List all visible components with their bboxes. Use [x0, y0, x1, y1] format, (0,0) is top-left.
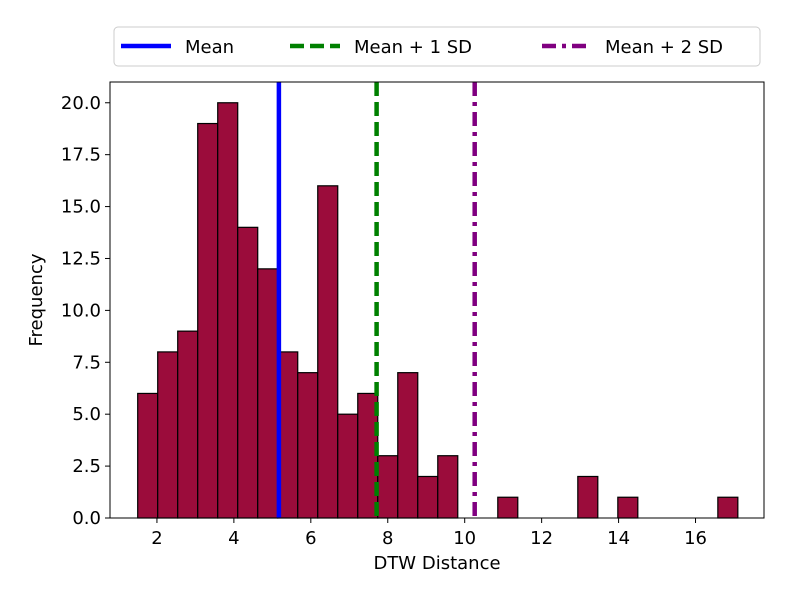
reference-lines-group: [276, 82, 477, 518]
histogram-bar: [437, 455, 459, 519]
x-tick-label: 2: [151, 528, 162, 549]
histogram-bar: [177, 330, 199, 519]
histogram-bar: [237, 226, 259, 519]
legend-label: Mean + 2 SD: [605, 37, 723, 58]
x-tick-label: 8: [382, 528, 393, 549]
x-tick-label: 14: [607, 528, 630, 549]
x-tick-label: 6: [305, 528, 316, 549]
histogram-bar: [137, 392, 159, 519]
histogram-bar: [257, 268, 279, 519]
x-tick-label: 10: [453, 528, 476, 549]
histogram-bar: [497, 496, 519, 519]
y-tick-label: 17.5: [61, 145, 101, 166]
y-tick-label: 2.5: [72, 456, 101, 477]
histogram-bar: [717, 496, 739, 519]
y-tick-label: 15.0: [61, 197, 101, 218]
x-tick-label: 12: [530, 528, 553, 549]
histogram-bar: [417, 475, 439, 519]
histogram-bar: [617, 496, 639, 519]
y-tick-label: 20.0: [61, 93, 101, 114]
legend-label: Mean: [185, 37, 234, 58]
y-tick-label: 10.0: [61, 300, 101, 321]
y-axis-label: Frequency: [26, 253, 47, 346]
histogram-bar: [577, 475, 599, 519]
histogram-bar: [197, 122, 219, 519]
histogram-bar: [217, 102, 239, 519]
histogram-bar: [337, 413, 359, 519]
x-axis-label: DTW Distance: [373, 553, 500, 574]
legend-label: Mean + 1 SD: [354, 37, 472, 58]
histogram-bar: [397, 372, 419, 519]
y-tick-label: 12.5: [61, 248, 101, 269]
x-tick-label: 16: [684, 528, 707, 549]
legend-box: [113, 26, 761, 67]
legend: Mean Mean + 1 SD Mean + 2 SD: [113, 26, 761, 67]
bars-group: [137, 102, 739, 519]
plot-frame: [109, 81, 765, 519]
y-axis-ticks: 0.0 2.5 5.0 7.5 10.0 12.5 15.0 17.5 20.0: [61, 93, 110, 529]
histogram-bar: [377, 455, 399, 519]
x-tick-label: 4: [228, 528, 239, 549]
x-axis-ticks: 2 4 6 8 10 12 14 16: [151, 518, 707, 549]
y-tick-label: 5.0: [72, 404, 101, 425]
histogram-bar: [297, 372, 319, 519]
y-tick-label: 0.0: [72, 508, 101, 529]
histogram-bar: [317, 185, 339, 519]
histogram-bar: [157, 351, 179, 519]
y-tick-label: 7.5: [72, 352, 101, 373]
